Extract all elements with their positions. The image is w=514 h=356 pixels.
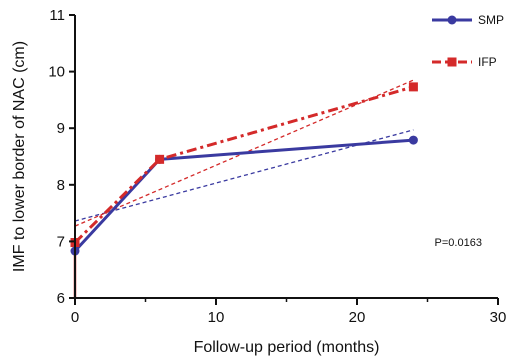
p-value-annotation: P=0.0163 — [435, 237, 482, 249]
x-tick-label: 30 — [490, 309, 507, 326]
legend-marker-ifp — [447, 57, 457, 67]
point-ifp — [155, 154, 165, 164]
y-tick-label: 10 — [48, 64, 65, 81]
y-tick-label: 8 — [57, 177, 65, 194]
y-tick-label: 7 — [57, 233, 65, 250]
y-tick-label: 9 — [57, 120, 65, 137]
x-ticks: 0 10 20 30 — [71, 298, 507, 326]
x-axis-title: Follow-up period (months) — [194, 339, 380, 356]
x-tick-label: 10 — [208, 309, 225, 326]
series-markers — [70, 82, 418, 256]
legend-marker-smp — [447, 15, 457, 25]
series-line-ifp — [73, 85, 414, 244]
x-tick-label: 0 — [71, 309, 79, 326]
y-axis-title: IMF to lower border of NAC (cm) — [11, 41, 28, 272]
legend-label-ifp: IFP — [478, 55, 497, 69]
y-tick-label: 11 — [49, 7, 65, 24]
y-tick-label: 6 — [57, 290, 65, 307]
series-lines — [73, 85, 414, 253]
y-ticks: 6 7 8 9 10 11 — [48, 7, 75, 307]
point-ifp — [408, 82, 418, 92]
x-tick-label: 20 — [349, 309, 366, 326]
trend-line-smp — [74, 129, 414, 222]
point-smp — [408, 135, 418, 145]
axes — [74, 15, 498, 299]
legend: SMP IFP — [432, 13, 504, 69]
legend-label-smp: SMP — [478, 13, 504, 27]
series-line-smp — [73, 138, 414, 253]
